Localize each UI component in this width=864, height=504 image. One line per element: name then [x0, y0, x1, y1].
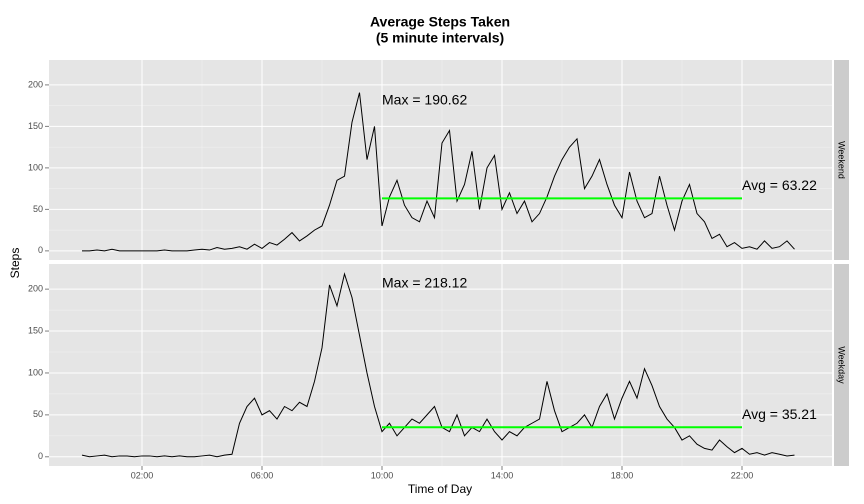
max-label: Max = 190.62 — [382, 91, 467, 107]
chart-title: Average Steps Taken — [370, 14, 510, 30]
y-tick-label: 100 — [28, 367, 43, 377]
x-tick-label: 06:00 — [251, 470, 274, 480]
data-line — [81, 272, 795, 458]
facet-strip — [834, 60, 849, 260]
y-tick-label: 200 — [28, 79, 43, 89]
y-tick-label: 50 — [33, 409, 43, 419]
x-tick-label: 18:00 — [611, 470, 634, 480]
y-tick-label: 0 — [38, 245, 43, 255]
facet-strip — [834, 264, 849, 466]
x-tick-label: 10:00 — [371, 470, 394, 480]
x-axis-label: Time of Day — [408, 482, 472, 496]
data-line — [82, 92, 795, 252]
x-tick-label: 14:00 — [491, 470, 514, 480]
average-label: Avg = 35.21 — [742, 406, 817, 422]
facet-label: Weekday — [837, 346, 847, 384]
y-tick-label: 50 — [33, 204, 43, 214]
panel-background — [49, 264, 832, 466]
y-tick-label: 150 — [28, 121, 43, 131]
average-label: Avg = 63.22 — [742, 177, 817, 193]
facet-label: Weekend — [837, 141, 847, 179]
y-axis-label: Steps — [8, 248, 22, 279]
y-tick-label: 0 — [38, 451, 43, 461]
x-tick-label: 02:00 — [131, 470, 154, 480]
y-tick-label: 150 — [28, 325, 43, 335]
max-label: Max = 218.12 — [382, 275, 467, 291]
x-tick-label: 22:00 — [731, 470, 754, 480]
y-tick-label: 200 — [28, 284, 43, 294]
chart-subtitle: (5 minute intervals) — [376, 30, 504, 46]
y-tick-label: 100 — [28, 162, 43, 172]
